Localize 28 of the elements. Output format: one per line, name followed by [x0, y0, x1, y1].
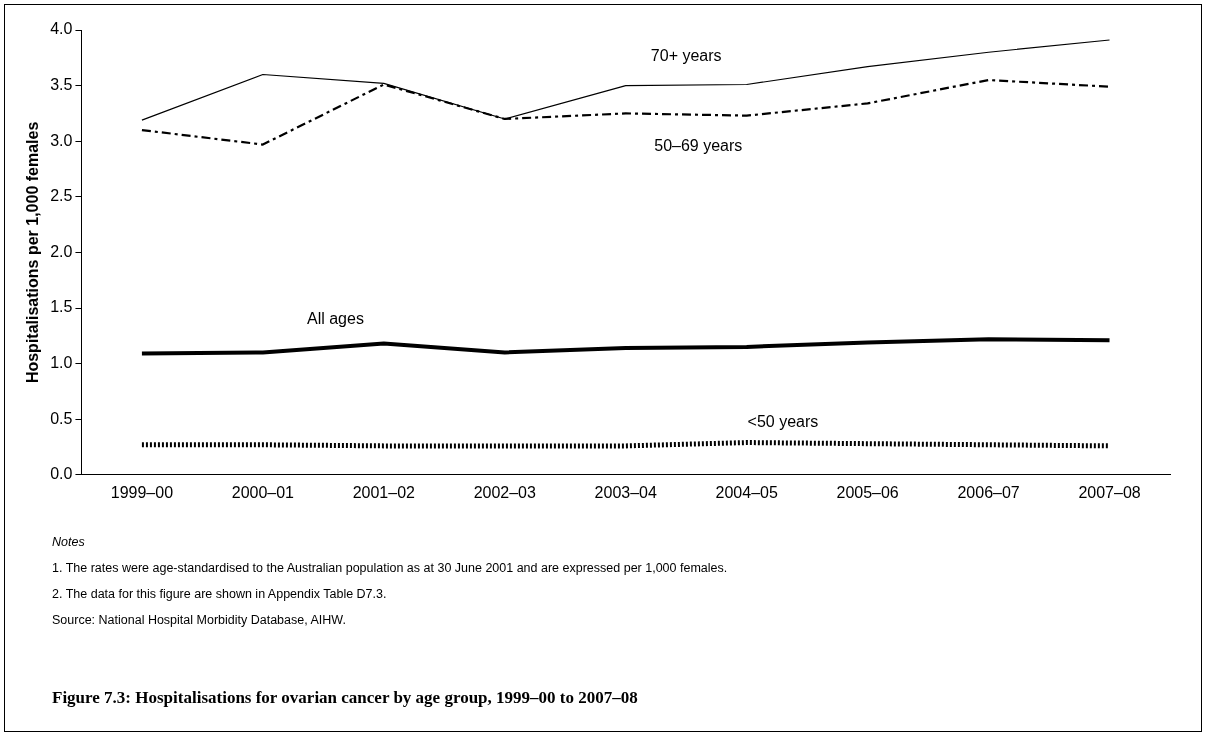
- text: Figure 7.3: Hospitalisations for ovarian cancer by age group, 1999–00 to 2007–08: [52, 688, 638, 708]
- series-label: <50 years: [747, 413, 819, 431]
- series-label: All ages: [306, 309, 364, 327]
- x-tick-label: 2007–08: [1078, 483, 1141, 501]
- text: 2. The data for this figure are shown in Appendix Table D7.3.: [52, 587, 388, 601]
- y-tick-label: 0.5: [50, 409, 73, 427]
- x-tick-label: 2000–01: [231, 483, 295, 501]
- y-tick-label: 1.0: [50, 354, 73, 372]
- x-tick-label: 2002–03: [473, 483, 537, 501]
- x-tick-label: 2006–07: [957, 483, 1020, 501]
- y-tick-label: 2.0: [50, 242, 73, 260]
- y-axis-title: Hospitalisations per 1,000 females: [24, 121, 42, 384]
- x-tick-label: 2003–04: [594, 483, 657, 501]
- y-tick-label: 4.0: [50, 20, 73, 38]
- text: Notes: [52, 535, 86, 549]
- source-note: Source: National Hospital Morbidity Database, AIHW.: [52, 613, 347, 627]
- y-tick-label: 1.5: [50, 298, 73, 316]
- x-tick-label: 2001–02: [352, 483, 416, 501]
- y-tick-label: 2.5: [50, 187, 73, 205]
- x-tick-label: 1999–00: [110, 483, 174, 501]
- x-tick-label: 2005–06: [836, 483, 899, 501]
- y-tick-label: 3.5: [50, 76, 73, 94]
- y-tick-label: 0.0: [50, 465, 73, 483]
- y-tick-label: 3.0: [50, 131, 73, 149]
- series-label: 50–69 years: [654, 137, 743, 155]
- text: 1. The rates were age-standardised to the Australian population as at 30 June 2001 and are expressed per 1,000 females.: [52, 561, 729, 575]
- series-label: 70+ years: [650, 47, 722, 65]
- x-tick-label: 2004–05: [715, 483, 778, 501]
